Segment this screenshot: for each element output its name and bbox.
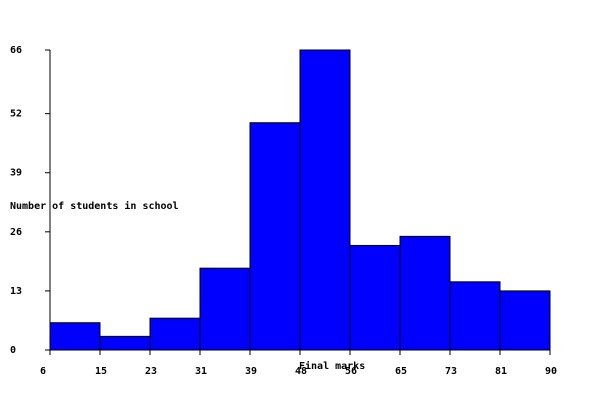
histogram-bar-10: [499, 290, 551, 351]
x-tick-label: 23: [145, 366, 157, 377]
x-ticks-group: 6 15 23 31 39 48 56 65 73 81 90: [40, 350, 557, 377]
histogram-bar-1: [49, 322, 101, 351]
x-tick-label: 81: [495, 366, 507, 377]
histogram-bar-2: [99, 335, 151, 351]
y-tick-label: 66: [10, 45, 22, 56]
x-tick-label: 90: [545, 366, 557, 377]
histogram-bar-8: [399, 235, 451, 351]
y-tick-label: 26: [10, 227, 22, 238]
bars-group: [49, 49, 551, 351]
histogram-bar-6: [299, 49, 351, 351]
histogram-bar-3: [149, 317, 201, 351]
x-tick-label: 65: [395, 366, 407, 377]
y-tick-label: 13: [10, 286, 22, 297]
y-tick-label: 0: [10, 345, 16, 356]
y-axis-label: Number of students in school: [10, 200, 179, 212]
y-tick-label: 39: [10, 168, 22, 179]
x-tick-label: 15: [95, 366, 107, 377]
x-axis-label: Final marks: [299, 360, 365, 372]
histogram-bar-7: [349, 244, 401, 351]
x-tick-label: 39: [245, 366, 257, 377]
histogram-bar-4: [199, 267, 251, 351]
x-tick-label: 6: [40, 366, 46, 377]
y-tick-label: 52: [10, 109, 22, 120]
x-tick-label: 31: [195, 366, 207, 377]
x-tick-label: 73: [445, 366, 457, 377]
histogram-bar-9: [449, 281, 501, 351]
histogram-bar-5: [249, 122, 301, 351]
x-tick-label: 56: [345, 366, 357, 377]
x-tick-label: 48: [295, 366, 307, 377]
y-ticks-group: 0 13 26 39 52 66: [10, 45, 50, 356]
